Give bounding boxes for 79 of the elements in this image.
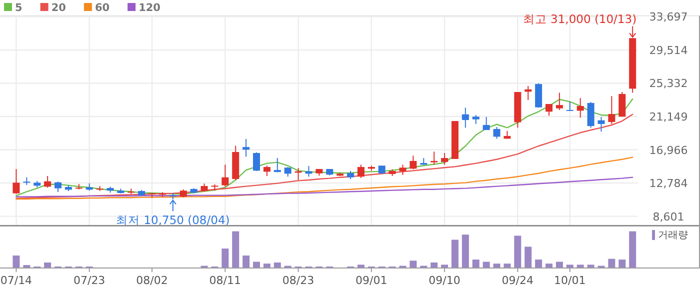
bar <box>504 264 511 268</box>
candlestick <box>284 166 292 178</box>
candlestick <box>608 96 616 124</box>
bar <box>566 264 574 268</box>
bar <box>608 258 616 268</box>
x-tick-label: 09/01 <box>356 274 388 287</box>
legend-label: 20 <box>51 2 66 14</box>
bar <box>430 262 438 268</box>
bar <box>535 260 542 268</box>
bar <box>451 240 458 268</box>
candlestick <box>263 165 270 176</box>
y-tick-label: 16,966 <box>649 144 688 157</box>
candlestick <box>587 102 594 128</box>
candlestick <box>399 164 406 176</box>
legend-label: 120 <box>138 2 160 14</box>
candlestick <box>44 175 52 188</box>
x-tick-label: 09/10 <box>428 274 460 287</box>
bar <box>587 264 594 268</box>
bar <box>462 234 469 268</box>
candlestick <box>252 152 260 172</box>
bar <box>618 260 626 268</box>
y-tick-label: 21,149 <box>649 110 688 124</box>
y-tick-label: 8,601 <box>652 210 684 224</box>
candlestick <box>598 116 605 132</box>
candlestick <box>274 158 281 173</box>
x-tick-label: 08/11 <box>209 274 242 287</box>
bar <box>232 231 240 268</box>
bar <box>222 248 229 268</box>
line-series <box>16 98 634 196</box>
x-tick-label: 08/02 <box>136 274 168 287</box>
candlestick <box>222 164 229 188</box>
candlestick <box>535 82 542 108</box>
bar <box>514 236 522 268</box>
candlestick <box>357 164 364 178</box>
annotation: 최고 31,000 (10/13) <box>522 12 637 26</box>
bar <box>357 264 364 268</box>
legend-label: 5 <box>15 2 22 14</box>
y-tick-label: 25,332 <box>649 77 688 90</box>
line-series <box>16 176 634 198</box>
annotation: 최저 10,750 (08/04) <box>116 213 230 228</box>
y-tick-label: 33,697 <box>649 10 688 24</box>
candlestick <box>441 152 448 166</box>
x-tick-label: 09/24 <box>502 274 534 287</box>
bar <box>441 264 448 268</box>
x-tick-label: 08/23 <box>282 274 314 287</box>
bar <box>274 262 281 268</box>
candlestick <box>493 126 500 140</box>
candlestick <box>430 151 438 166</box>
candlestick <box>54 181 62 192</box>
candlestick <box>12 168 20 194</box>
bar <box>629 231 636 268</box>
bar <box>242 256 250 268</box>
bar <box>546 264 553 268</box>
bar <box>263 264 270 268</box>
line-series <box>16 156 634 200</box>
legend-label: 60 <box>94 2 110 14</box>
x-tick-label: 07/23 <box>74 274 106 287</box>
line-series <box>16 114 634 199</box>
bar <box>410 260 417 268</box>
candlestick <box>410 155 417 170</box>
candlestick <box>576 98 584 118</box>
bar <box>44 262 52 268</box>
y-tick-label: 29,514 <box>649 44 688 57</box>
candlestick <box>242 138 250 158</box>
x-tick-label: 10/01 <box>554 274 586 287</box>
candlestick <box>482 116 490 131</box>
candlestick <box>566 101 574 112</box>
bar <box>493 264 500 268</box>
candlestick <box>546 104 553 116</box>
candlestick <box>618 92 626 118</box>
bar <box>576 264 584 268</box>
legend-label: 거래량 <box>658 230 688 241</box>
bar <box>472 260 480 268</box>
candlestick <box>556 92 563 110</box>
bar <box>524 246 532 268</box>
y-tick-label: 12,784 <box>649 177 688 190</box>
x-tick-label: 07/14 <box>0 274 32 287</box>
bar <box>12 256 20 268</box>
candlestick <box>462 107 469 128</box>
